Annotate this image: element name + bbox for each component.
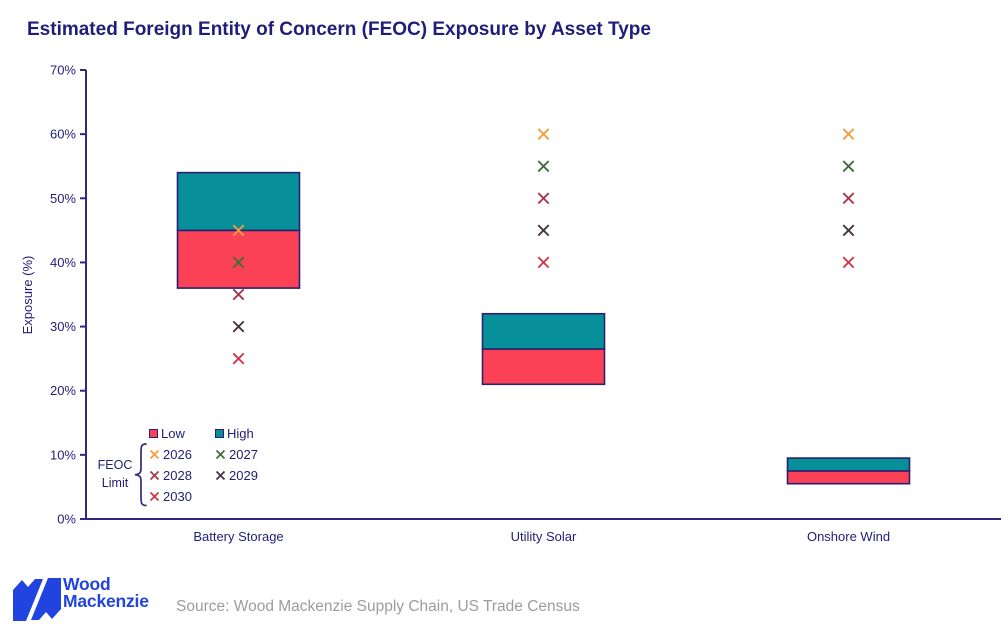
y-tick-label: 0% — [57, 512, 76, 527]
bar-segment-low-2 — [786, 470, 911, 485]
woodmac-wordmark: Wood Mackenzie — [63, 574, 149, 611]
legend-item-2030-x-path — [149, 491, 160, 502]
feoc-limit-marker-2029-2 — [842, 224, 855, 237]
logo-glyph-left — [13, 579, 43, 621]
legend-item-2026-label: 2026 — [163, 447, 192, 462]
x-category-label: Onshore Wind — [807, 529, 890, 544]
feoc-limit-marker-2030-1 — [537, 256, 550, 269]
legend-item-2029-x-path — [215, 470, 226, 481]
y-tick-label: 30% — [50, 319, 76, 334]
feoc-limit-marker-2027-0 — [232, 256, 245, 269]
feoc-limit-group-label: FEOC Limit — [97, 458, 133, 490]
legend-item-2027-x-path — [215, 449, 226, 460]
y-tick-label: 50% — [50, 191, 76, 206]
chart-title: Estimated Foreign Entity of Concern (FEO… — [27, 19, 651, 40]
legend-item-2027: 2027 — [215, 447, 293, 462]
logo-glyph-right — [31, 578, 61, 620]
y-tick-label: 70% — [50, 63, 76, 78]
y-tick-label: 40% — [50, 255, 76, 270]
x-category-label: Utility Solar — [511, 529, 577, 544]
legend-item-2029-x-icon — [215, 470, 226, 481]
legend-item-high-swatch-icon — [215, 429, 224, 438]
feoc-limit-marker-2028-2 — [842, 192, 855, 205]
bar-segment-low-0 — [176, 229, 301, 289]
y-tick-label: 20% — [50, 383, 76, 398]
legend-item-2026-x-path — [149, 449, 160, 460]
y-tick-label: 10% — [50, 447, 76, 462]
brace-path — [134, 443, 147, 507]
x-category-label: Battery Storage — [193, 529, 283, 544]
legend-item-2027-x-icon — [215, 449, 226, 460]
legend-item-2030: 2030 — [149, 489, 215, 504]
legend-item-2028-x-path — [149, 470, 160, 481]
legend-item-2029: 2029 — [215, 468, 293, 483]
y-axis-title: Exposure (%) — [20, 256, 35, 335]
feoc-limit-marker-2029-0 — [232, 320, 245, 333]
bar-segment-low-1 — [481, 348, 606, 386]
legend-item-high-label: High — [227, 426, 254, 441]
legend-item-2028-label: 2028 — [163, 468, 192, 483]
legend-item-2029-label: 2029 — [229, 468, 258, 483]
legend-item-2026: 2026 — [149, 447, 215, 462]
legend-item-low: Low — [149, 426, 215, 441]
legend-item-2030-label: 2030 — [163, 489, 192, 504]
bar-segment-high-2 — [786, 457, 911, 472]
feoc-limit-marker-2030-2 — [842, 256, 855, 269]
chart-legend: Low High 2026 2027 2028 2029 2030 — [149, 423, 293, 507]
feoc-limit-marker-2030-0 — [232, 352, 245, 365]
feoc-limit-marker-2027-1 — [537, 160, 550, 173]
legend-item-2028: 2028 — [149, 468, 215, 483]
feoc-limit-brace — [134, 443, 147, 507]
feoc-limit-marker-2029-1 — [537, 224, 550, 237]
feoc-limit-marker-2028-1 — [537, 192, 550, 205]
bar-segment-high-0 — [176, 171, 301, 232]
feoc-limit-marker-2028-0 — [232, 288, 245, 301]
legend-item-2026-x-icon — [149, 449, 160, 460]
legend-item-low-label: Low — [161, 426, 185, 441]
legend-item-2028-x-icon — [149, 470, 160, 481]
legend-item-low-swatch-icon — [149, 429, 158, 438]
woodmac-logo-icon — [13, 578, 61, 621]
y-tick-label: 60% — [50, 127, 76, 142]
feoc-limit-marker-2026-0 — [232, 224, 245, 237]
woodmac-wordmark-line2: Mackenzie — [63, 591, 149, 611]
bar-segment-high-1 — [481, 312, 606, 350]
legend-item-2027-label: 2027 — [229, 447, 258, 462]
source-attribution: Source: Wood Mackenzie Supply Chain, US … — [176, 598, 580, 615]
feoc-limit-marker-2026-1 — [537, 128, 550, 141]
woodmac-wordmark-line1: Wood — [63, 574, 111, 594]
feoc-limit-marker-2027-2 — [842, 160, 855, 173]
legend-item-2030-x-icon — [149, 491, 160, 502]
legend-item-high: High — [215, 426, 293, 441]
feoc-limit-marker-2026-2 — [842, 128, 855, 141]
